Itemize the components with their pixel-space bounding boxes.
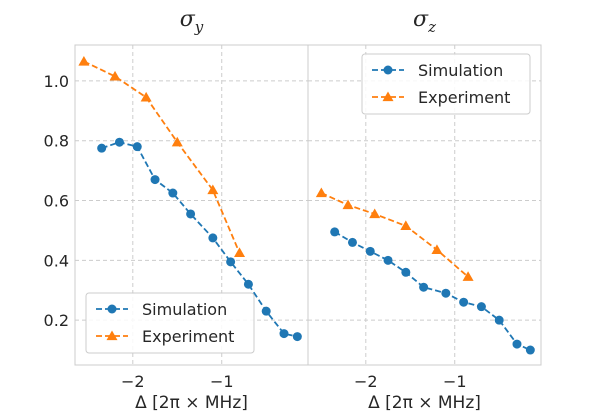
data-point: [243, 279, 253, 289]
y-tick-label: 0.4: [44, 251, 69, 270]
data-point: [525, 345, 535, 355]
series-line: [83, 60, 241, 254]
data-point: [494, 315, 504, 325]
data-point: [150, 175, 160, 185]
series-experiment: [78, 55, 246, 257]
data-point: [441, 288, 451, 298]
data-point: [369, 208, 381, 219]
data-point: [226, 257, 236, 267]
data-point: [292, 332, 302, 342]
legend-marker: [382, 91, 394, 102]
y-tick-label: 1.0: [44, 72, 69, 91]
plot-frame: [307, 44, 542, 366]
data-point: [476, 302, 486, 312]
panel-sigma-z: −2 −1 Δ [2π × MHz] σz Simulation Experiment: [307, 7, 542, 413]
legend-label: Simulation: [142, 300, 227, 319]
data-point: [315, 187, 327, 198]
panel-sigma-y: −2 −1 0.2 0.4 0.6 0.8 1.0 Δ [2π × MHz] σy Simulat…: [44, 7, 309, 413]
data-point: [109, 70, 121, 81]
y-tick-label: 0.6: [44, 192, 69, 211]
series-line: [320, 192, 469, 278]
data-point: [234, 247, 246, 257]
data-point: [342, 199, 354, 210]
y-tick-label: 0.2: [44, 311, 69, 330]
data-point: [207, 184, 219, 195]
grid: [308, 45, 541, 365]
legend-box: [361, 53, 531, 115]
data-point: [114, 137, 124, 147]
data-point: [419, 282, 429, 292]
legend-box: [85, 292, 255, 354]
x-tick-label: −2: [121, 372, 145, 391]
series-simulation: [330, 227, 535, 355]
x-axis-label: Δ [2π × MHz]: [135, 393, 248, 413]
data-point: [462, 271, 474, 281]
x-tick-label: −2: [354, 372, 378, 391]
data-point: [208, 233, 218, 243]
legend-label: Experiment: [142, 327, 234, 346]
legend: Simulation Experiment: [361, 53, 531, 115]
panel-title: σy: [180, 7, 204, 36]
data-point: [78, 55, 90, 66]
data-point: [365, 246, 375, 256]
data-point: [97, 143, 107, 153]
x-axis-label: Δ [2π × MHz]: [368, 393, 481, 413]
y-tick-label: 0.8: [44, 132, 69, 151]
legend-marker: [107, 304, 117, 314]
data-point: [330, 227, 340, 237]
data-point: [261, 306, 271, 316]
series-experiment: [315, 187, 474, 281]
data-point: [347, 237, 357, 247]
data-point: [140, 91, 152, 102]
series-line: [334, 231, 531, 351]
data-point: [400, 220, 412, 231]
data-point: [132, 142, 142, 152]
legend-label: Experiment: [418, 88, 510, 107]
legend: Simulation Experiment: [85, 292, 255, 354]
data-point: [186, 209, 196, 219]
x-tick-label: −1: [443, 372, 467, 391]
series-line: [101, 141, 298, 338]
data-point: [279, 329, 289, 339]
series-simulation: [97, 137, 302, 342]
data-point: [431, 244, 443, 254]
legend-marker: [106, 330, 118, 341]
x-tick-label: −1: [210, 372, 234, 391]
data-point: [383, 255, 393, 265]
data-point: [401, 267, 411, 277]
data-point: [171, 136, 183, 147]
legend-marker: [383, 65, 393, 75]
legend-label: Simulation: [418, 61, 503, 80]
data-point: [459, 297, 469, 307]
data-point: [512, 339, 522, 349]
data-point: [168, 188, 178, 198]
panel-title: σz: [413, 7, 436, 36]
